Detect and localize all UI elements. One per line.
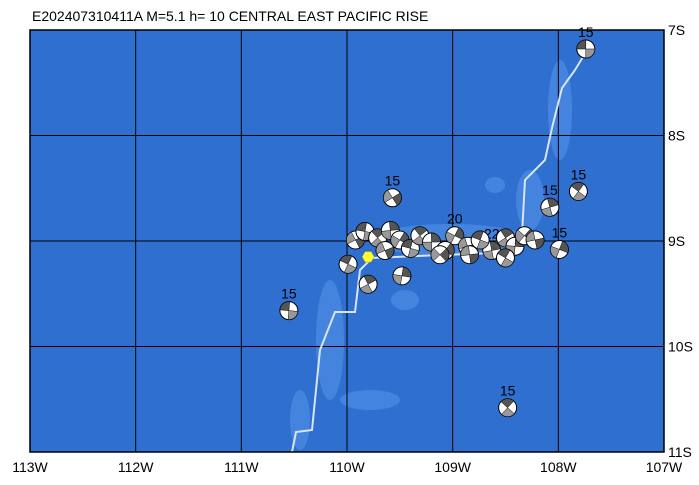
beachball-quadrant (383, 189, 393, 203)
beachball-quadrant (576, 39, 587, 50)
beachball-quadrant (550, 245, 560, 259)
epicenter (361, 251, 375, 263)
map-title: E202407310411A M=5.1 h= 10 CENTRAL EAST … (32, 8, 428, 24)
beachball-quadrant (407, 248, 420, 258)
beachball-quadrant (431, 232, 441, 243)
beachball (392, 266, 412, 286)
beachball-quadrant (534, 237, 545, 250)
beachball (358, 274, 378, 294)
beachball (375, 240, 395, 260)
beachball-quadrant (279, 301, 290, 311)
beachball-quadrant (439, 248, 450, 262)
beachball (498, 398, 518, 418)
beachball-quadrant (384, 246, 395, 260)
beachball (460, 245, 480, 265)
beachball (400, 238, 420, 258)
beachball (540, 197, 560, 217)
beachball-quadrant (355, 222, 367, 232)
beachball (445, 226, 465, 246)
beachball (568, 181, 588, 201)
x-tick-label: 113W (12, 459, 48, 475)
depth-label: 15 (552, 224, 568, 240)
beachball-quadrant (339, 254, 353, 265)
y-tick-label: 10S (668, 339, 693, 355)
beachball-quadrant (497, 248, 511, 259)
beachball-quadrant (359, 283, 373, 294)
beachball-quadrant (375, 241, 386, 255)
beachball-quadrant (401, 266, 412, 278)
beachball-quadrant (392, 192, 402, 206)
beachball (430, 245, 450, 265)
beachball (496, 248, 515, 268)
beachball-quadrant (392, 274, 403, 285)
depth-label: 15 (542, 182, 558, 198)
beachball (525, 230, 545, 250)
beachball-quadrant (414, 226, 428, 237)
beachball (470, 230, 490, 250)
beachball-quadrant (570, 182, 585, 192)
x-tick-label: 110W (329, 459, 365, 475)
beachball-quadrant (430, 247, 441, 262)
beachball-quadrant (389, 221, 400, 231)
beachball-quadrant (547, 197, 559, 208)
y-tick-label: 9S (668, 233, 685, 249)
beachball-quadrant (476, 239, 489, 250)
depth-label: 20 (447, 211, 463, 227)
beachball-quadrant (482, 250, 494, 260)
beachball-quadrant (525, 230, 536, 243)
beachball-quadrant (559, 240, 569, 253)
beachball-quadrant (515, 229, 525, 243)
beachball-quadrant (500, 398, 514, 409)
beachball-quadrant (489, 241, 501, 251)
x-tick-label: 108W (540, 459, 577, 475)
depth-label: 15 (500, 383, 516, 399)
y-tick-label: 8S (668, 128, 685, 144)
beachball (576, 39, 596, 59)
depth-label: 15 (571, 166, 587, 182)
depth-label: 15 (385, 173, 401, 189)
beachball-quadrant (469, 253, 479, 264)
beachball (338, 254, 358, 274)
beachball-quadrant (343, 263, 357, 274)
x-tick-label: 112W (118, 459, 154, 475)
beachball-quadrant (390, 234, 401, 249)
beachball-quadrant (501, 407, 515, 417)
beachball (279, 301, 299, 321)
beachball-quadrant (572, 191, 586, 201)
beachball-quadrant (585, 48, 596, 59)
beachball-quadrant (458, 237, 468, 250)
beachball-quadrant (471, 230, 484, 241)
beachball-quadrant (346, 231, 356, 245)
beachball-quadrant (500, 228, 514, 239)
depth-label: 15 (578, 24, 594, 40)
beachball (382, 188, 402, 208)
x-tick-label: 109W (434, 459, 471, 475)
x-tick-label: 111W (224, 459, 259, 475)
y-tick-label: 7S (668, 22, 685, 38)
x-tick-label: 107W (646, 459, 683, 475)
beachball-quadrant (287, 310, 299, 320)
map-frame (29, 29, 665, 453)
beachball-quadrant (363, 275, 377, 285)
depth-label: 15 (281, 286, 297, 302)
beachball-quadrant (540, 206, 553, 217)
beachball (549, 239, 569, 259)
beachball-quadrant (500, 257, 514, 268)
beachball-quadrant (444, 242, 455, 257)
beachball-quadrant (460, 245, 470, 257)
y-tick-label: 11S (668, 444, 692, 460)
